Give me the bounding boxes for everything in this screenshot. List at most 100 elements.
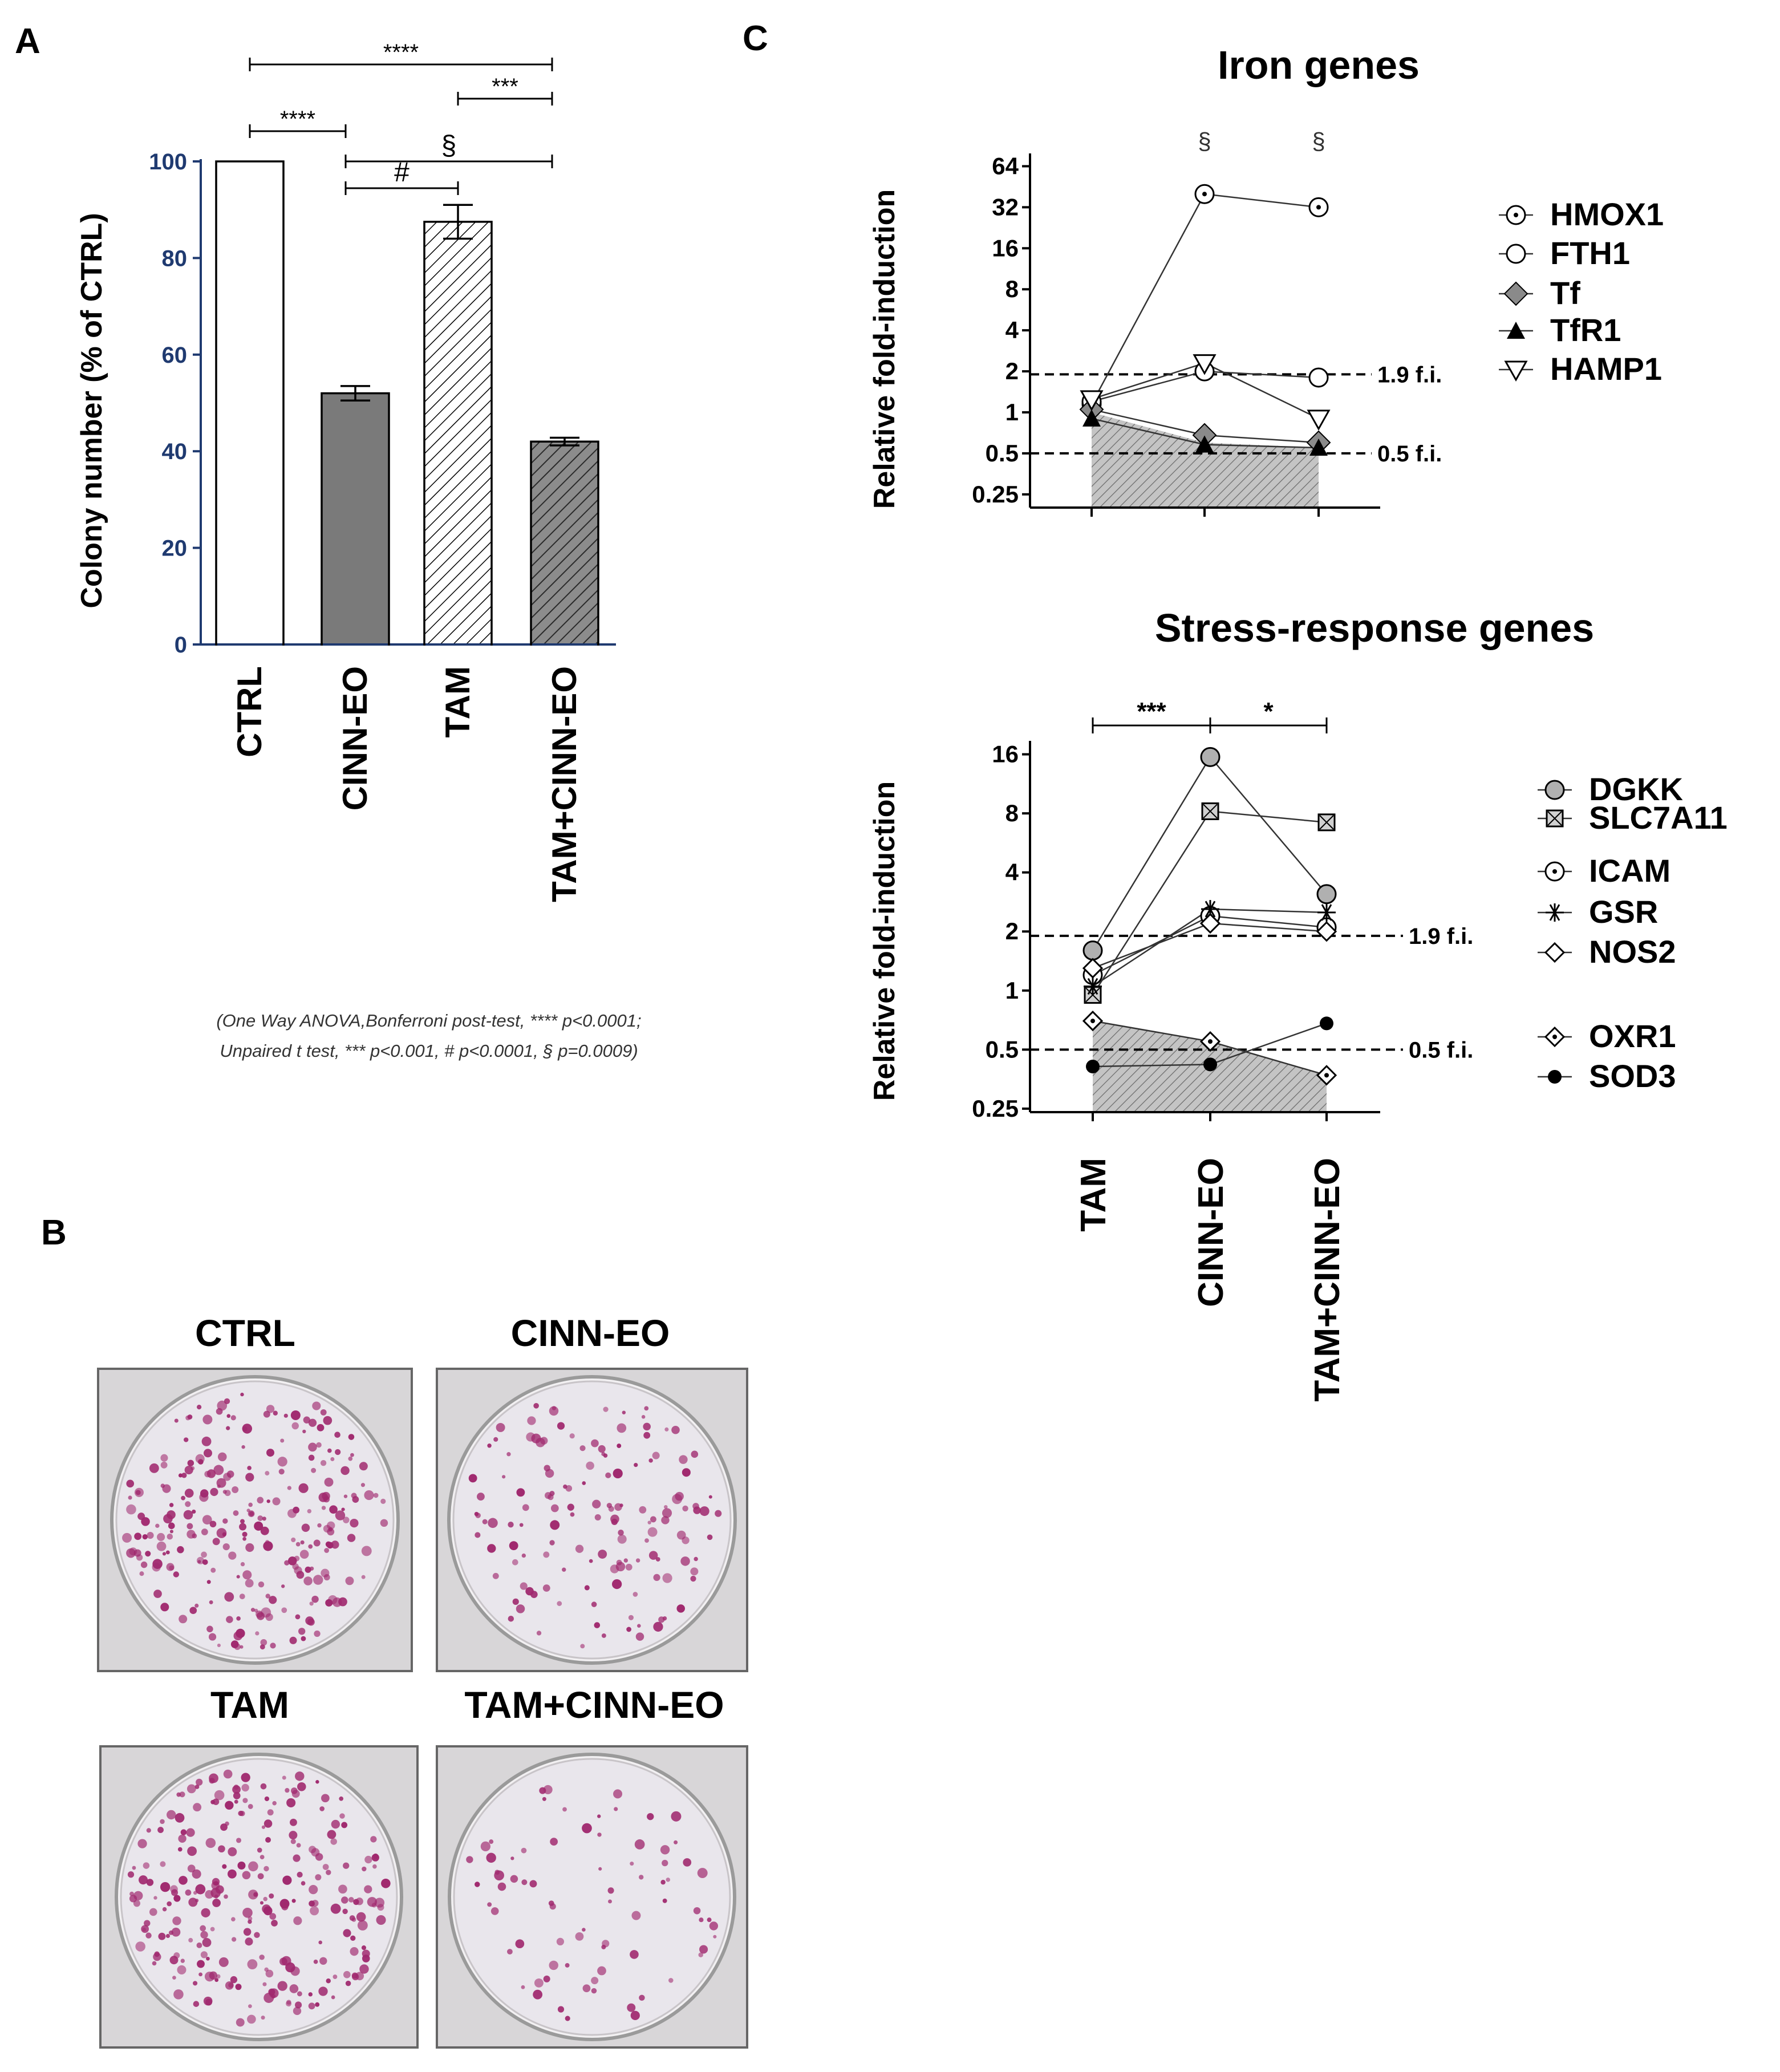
marker-asterisk [1317, 903, 1336, 922]
colony-dot [226, 1426, 230, 1430]
stress-genes-chart: Stress-response genes Relative fold-indu… [868, 606, 1728, 1402]
legend-label: HAMP1 [1550, 351, 1662, 387]
colony-dot [222, 1532, 226, 1536]
colony-dot [216, 1408, 223, 1415]
colony-dot [357, 1920, 368, 1931]
y-tick-label: 4 [1005, 859, 1019, 886]
colony-dot [364, 1885, 372, 1893]
colony-dot [512, 1598, 519, 1605]
colony-dot [647, 1520, 651, 1524]
colony-dot [222, 1864, 227, 1869]
colony-dot [149, 1463, 159, 1473]
colony-dot [281, 1584, 285, 1588]
colony-dot [542, 1797, 546, 1801]
colony-dot [235, 1984, 242, 1990]
significance-label: *** [492, 74, 518, 99]
marker-shape [1503, 281, 1528, 306]
bar [321, 392, 390, 646]
colony-dot [569, 1433, 575, 1439]
colony-dot [201, 1908, 210, 1917]
colony-dot [209, 1520, 217, 1528]
colony-dot [644, 1538, 649, 1543]
colony-dot [202, 1938, 212, 1947]
colony-dot [347, 1534, 356, 1542]
colony-dot [241, 1773, 250, 1782]
colony-dot [497, 1882, 506, 1891]
legend-label: SLC7A11 [1589, 800, 1728, 836]
marker-circle-open [1308, 367, 1329, 388]
colony-dot [135, 1490, 141, 1495]
marker-triangle-up-filled [1507, 322, 1525, 339]
colony-dot [613, 1789, 623, 1799]
colony-dot [316, 1442, 322, 1448]
colony-dot [562, 1567, 566, 1572]
colony-dot [545, 1469, 554, 1478]
colony-dot [129, 1547, 137, 1556]
colony-dot [356, 1912, 366, 1922]
colony-dot [160, 1454, 168, 1462]
colony-dot [193, 1891, 197, 1895]
colony-dot [549, 1540, 555, 1546]
marker-diamond-dot [1316, 1065, 1337, 1086]
colony-dot [264, 1796, 270, 1802]
colony-dot [233, 1631, 243, 1641]
colony-dot [160, 1603, 169, 1612]
colony-dot [162, 1552, 167, 1556]
colony-dot [320, 1409, 327, 1416]
colony-dot [653, 1621, 663, 1632]
marker-triangle-up-filled [1195, 435, 1214, 453]
colony-dot [286, 2001, 292, 2007]
colony-dot [157, 1827, 164, 1833]
colony-dot [173, 1895, 181, 1902]
colony-bar-chart: Colony number (% of CTRL) 0 20 40 60 80 100 *… [75, 40, 642, 1061]
colony-dot [521, 1847, 527, 1854]
colony-dot [502, 1475, 506, 1479]
legend-label: TfR1 [1550, 312, 1621, 348]
colony-dot [594, 1622, 601, 1628]
colony-dot [153, 1590, 162, 1598]
colony-dot [475, 1882, 480, 1887]
colony-dot [519, 1523, 524, 1527]
colony-dot [248, 1861, 258, 1872]
colony-dot [699, 1506, 709, 1517]
marker-circle-gray [1082, 940, 1103, 961]
colony-dot [468, 1474, 477, 1483]
colony-dot [280, 1438, 285, 1443]
colony-dot [594, 1514, 601, 1521]
colony-dot [209, 1971, 218, 1980]
colony-dot [309, 1601, 314, 1606]
colony-dot [179, 1615, 188, 1624]
colony-dot [697, 1868, 708, 1879]
dish-plate [120, 1758, 398, 2036]
colony-dot [167, 1510, 176, 1519]
colony-dot [643, 1432, 651, 1439]
colony-dot [295, 1614, 301, 1620]
colony-dot [215, 1885, 224, 1894]
y-axis-label: Colony number (% of CTRL) [75, 213, 108, 608]
colony-dot [315, 1780, 319, 1784]
colony-dot [239, 1523, 247, 1531]
colony-dot [543, 1551, 550, 1558]
colony-dot [126, 1479, 135, 1488]
colony-dot [245, 1579, 254, 1588]
colony-dot [317, 1424, 325, 1432]
colony-dot [490, 1907, 499, 1915]
colony-dot [493, 1437, 498, 1442]
colony-dot [671, 1425, 680, 1434]
colony-dot [647, 1527, 658, 1537]
colony-dot [213, 1881, 219, 1886]
colony-dot [188, 1897, 198, 1907]
colony-dot [307, 1509, 312, 1514]
colony-dot [285, 1788, 290, 1793]
colony-dot [283, 1413, 288, 1418]
colony-dot [682, 1468, 691, 1477]
colony-dot [715, 1510, 722, 1517]
colony-dot [234, 1799, 238, 1804]
colony-dot [694, 1556, 698, 1562]
colony-dot [324, 1548, 330, 1553]
colony-dot [330, 1903, 341, 1914]
colony-dot [360, 1483, 366, 1487]
colony-dot [676, 1604, 685, 1613]
colony-dot [240, 1562, 245, 1567]
colony-dot [177, 1965, 186, 1974]
